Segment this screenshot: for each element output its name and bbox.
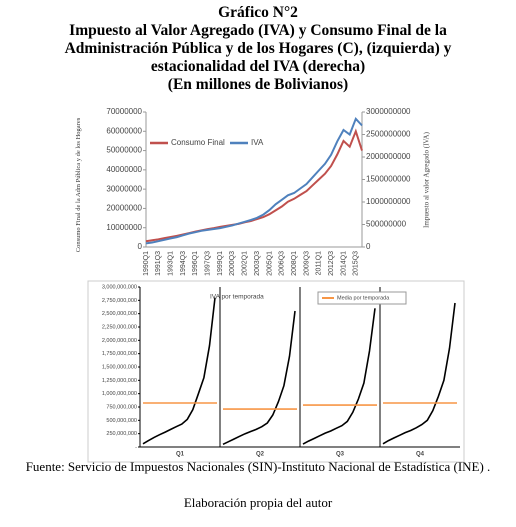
y-tick-label: 1,500,000,000 xyxy=(102,364,137,370)
legend-label: Media por temporada xyxy=(337,295,390,301)
y2-tick-label: 500000000 xyxy=(366,220,407,229)
y-tick-label: 1,000,000,000 xyxy=(102,391,137,397)
y-tick-label: 2,000,000,000 xyxy=(102,338,137,344)
y2-tick-label: 2500000000 xyxy=(366,130,411,139)
x-tick-label: 1993Q1 xyxy=(168,251,175,276)
y-tick-label: 2,250,000,000 xyxy=(102,324,137,330)
y-tick-label: 750,000,000 xyxy=(106,404,137,410)
season-line xyxy=(302,308,376,445)
y-tick-label: 60000000 xyxy=(106,126,142,135)
units: (En millones de Bolivianos) xyxy=(167,76,349,93)
y-tick-label: 2,500,000,000 xyxy=(102,311,137,317)
chart-frame xyxy=(87,280,465,463)
note: Elaboración propia del autor xyxy=(183,495,333,510)
season-line xyxy=(142,297,216,445)
legend-label: Consumo Final xyxy=(171,138,225,147)
season-line xyxy=(222,310,296,446)
x-tick-label: 1994Q3 xyxy=(180,251,187,276)
y-tick-label: 250,000,000 xyxy=(106,431,137,437)
y2-tick-label: 2000000000 xyxy=(366,152,411,161)
x-tick-label: 2015Q3 xyxy=(353,251,360,276)
legend-label: IVA por temporada xyxy=(210,294,264,301)
x-tick-label: 1996Q1 xyxy=(192,251,199,276)
x-tick-label: 2009Q3 xyxy=(303,251,310,276)
x-tick-label: 2000Q3 xyxy=(229,251,236,276)
series-line xyxy=(145,116,363,245)
x-tick-label: 1991Q3 xyxy=(155,251,162,276)
x-tick-label: 1990Q1 xyxy=(143,251,150,276)
x-tick-label: 2003Q3 xyxy=(254,251,261,276)
subtitle: Impuesto al Valor Agregado (IVA) y Consu… xyxy=(64,22,452,75)
y2-axis-label: Impuesto al valor Agregado (IVA) xyxy=(423,131,431,228)
y2-tick-label: 3000000000 xyxy=(366,107,411,116)
series-line xyxy=(145,128,363,243)
y-tick-label: 30000000 xyxy=(106,184,142,193)
y-tick-label: 10000000 xyxy=(106,223,142,232)
y2-tick-label: 1500000000 xyxy=(366,175,411,184)
y-tick-label: 40000000 xyxy=(106,165,142,174)
legend-box xyxy=(317,291,407,305)
y-tick-label: 0 xyxy=(138,242,143,251)
x-tick-label: 2012Q3 xyxy=(328,251,335,276)
x-tick-label: 1999Q1 xyxy=(217,251,224,276)
x-tick-label: 2011Q1 xyxy=(316,251,323,275)
y-tick-label: 2,750,000,000 xyxy=(102,298,137,304)
x-tick-label: Q2 xyxy=(256,452,265,458)
y2-tick-label: 0 xyxy=(366,242,371,251)
y-tick-label: - xyxy=(135,444,137,450)
title: Gráfico N°2 xyxy=(218,4,298,21)
x-tick-label: 2006Q3 xyxy=(279,251,286,276)
y-axis-label: Consumo Final de la Adm Pública y de los… xyxy=(75,117,82,253)
x-tick-label: 2005Q1 xyxy=(266,251,273,276)
x-tick-label: Q3 xyxy=(336,452,345,458)
x-tick-label: 2014Q1 xyxy=(340,251,347,276)
y-tick-label: 1,250,000,000 xyxy=(102,378,137,384)
y-tick-label: 3,000,000,000 xyxy=(102,284,137,290)
x-tick-label: 2008Q1 xyxy=(291,251,298,276)
x-tick-label: Q1 xyxy=(176,452,185,458)
y-tick-label: 1,750,000,000 xyxy=(102,351,137,357)
x-tick-label: 2002Q1 xyxy=(242,251,249,276)
x-tick-label: 1997Q3 xyxy=(205,251,212,276)
season-line xyxy=(382,302,456,445)
y-tick-label: 70000000 xyxy=(106,107,142,116)
y-tick-label: 500,000,000 xyxy=(106,418,137,424)
y2-tick-label: 1000000000 xyxy=(366,197,411,206)
y-tick-label: 20000000 xyxy=(106,204,142,213)
legend-label: IVA xyxy=(251,138,264,147)
source: Fuente: Servicio de Impuestos Nacionales… xyxy=(25,459,491,474)
x-tick-label: Q4 xyxy=(416,452,425,458)
y-tick-label: 50000000 xyxy=(106,146,142,155)
